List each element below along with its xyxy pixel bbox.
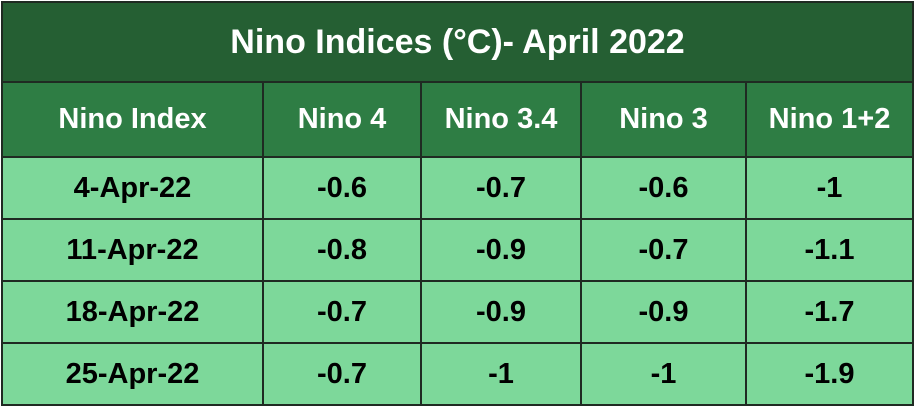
value-cell: -1.7 — [744, 280, 914, 344]
value-cell: -1 — [580, 342, 747, 406]
data-row: 4-Apr-22 -0.6 -0.7 -0.6 -1 — [1, 156, 914, 220]
value-cell: -0.7 — [580, 218, 747, 282]
column-header: Nino 3 — [580, 81, 747, 158]
value-cell: -0.7 — [262, 342, 422, 406]
value-cell: -0.7 — [262, 280, 422, 344]
value-cell: -0.9 — [580, 280, 747, 344]
value-cell: -0.7 — [420, 156, 582, 220]
date-cell: 25-Apr-22 — [1, 342, 264, 406]
value-cell: -0.6 — [580, 156, 747, 220]
value-cell: -0.9 — [420, 280, 582, 344]
header-row: Nino Index Nino 4 Nino 3.4 Nino 3 Nino 1+2 — [1, 81, 914, 158]
date-cell: 18-Apr-22 — [1, 280, 264, 344]
value-cell: -0.9 — [420, 218, 582, 282]
title-row: Nino Indices (°C)- April 2022 — [0, 1, 914, 83]
date-cell: 4-Apr-22 — [1, 156, 264, 220]
value-cell: -1 — [744, 156, 914, 220]
date-cell: 11-Apr-22 — [1, 218, 264, 282]
value-cell: -1 — [420, 342, 582, 406]
value-cell: -0.6 — [262, 156, 422, 220]
table-body: Nino Indices (°C)- April 2022 Nino Index N… — [0, 1, 914, 406]
column-header: Nino 1+2 — [744, 81, 914, 158]
data-row: 25-Apr-22 -0.7 -1 -1 -1.9 — [1, 342, 914, 406]
data-row: 18-Apr-22 -0.7 -0.9 -0.9 -1.7 — [1, 280, 914, 344]
column-header: Nino Index — [1, 81, 264, 158]
value-cell: -1.9 — [744, 342, 914, 406]
table-title: Nino Indices (°C)- April 2022 — [0, 1, 914, 83]
column-header: Nino 4 — [262, 81, 422, 158]
nino-table: Nino Indices (°C)- April 2022 Nino Index N… — [0, 1, 914, 406]
data-row: 11-Apr-22 -0.8 -0.9 -0.7 -1.1 — [1, 218, 914, 282]
value-cell: -0.8 — [262, 218, 422, 282]
column-header: Nino 3.4 — [420, 81, 582, 158]
value-cell: -1.1 — [744, 218, 914, 282]
